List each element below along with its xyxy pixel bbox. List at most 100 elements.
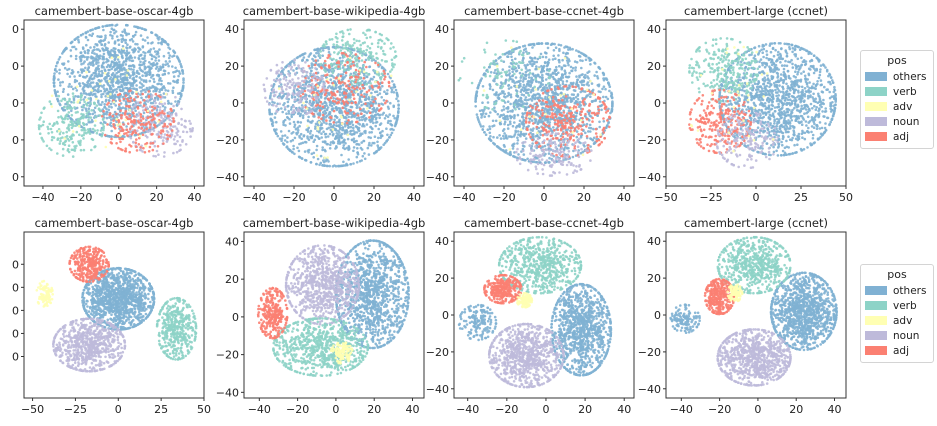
- point-verb: [68, 99, 71, 103]
- point-verb: [359, 81, 362, 84]
- point-verb: [366, 45, 370, 48]
- point-others: [114, 30, 118, 33]
- point-adj: [123, 111, 127, 115]
- point-others: [296, 131, 300, 134]
- point-others: [282, 121, 285, 124]
- point-others: [104, 36, 107, 40]
- point-noun: [301, 66, 305, 70]
- point-others: [124, 59, 128, 63]
- point-verb: [365, 71, 368, 75]
- point-others: [371, 88, 375, 91]
- point-verb: [37, 126, 41, 129]
- point-others: [353, 140, 357, 143]
- point-others: [310, 152, 314, 156]
- point-others: [546, 117, 550, 120]
- point-others: [321, 140, 325, 144]
- point-noun: [301, 75, 304, 78]
- point-others: [372, 108, 376, 112]
- point-verb: [362, 31, 365, 35]
- point-others: [113, 95, 116, 98]
- point-others: [305, 128, 308, 131]
- point-verb: [81, 121, 85, 125]
- point-others: [105, 60, 108, 64]
- point-verb: [88, 132, 92, 135]
- point-noun: [265, 100, 269, 103]
- point-others: [173, 51, 177, 55]
- point-noun: [181, 139, 184, 142]
- point-adj: [158, 111, 162, 115]
- point-others: [92, 109, 95, 112]
- point-verb: [61, 121, 65, 124]
- point-others: [137, 57, 141, 61]
- point-noun: [303, 96, 307, 100]
- point-others: [507, 83, 511, 87]
- point-others: [72, 98, 76, 102]
- point-adj: [139, 101, 142, 104]
- point-others: [567, 109, 571, 113]
- point-others: [521, 80, 525, 83]
- point-adj: [170, 109, 173, 113]
- point-others: [307, 151, 310, 154]
- point-others: [506, 123, 510, 127]
- point-others: [88, 77, 91, 80]
- point-verb: [348, 74, 352, 77]
- point-verb: [381, 49, 385, 53]
- point-others: [286, 115, 289, 119]
- point-others: [296, 88, 299, 91]
- point-verb: [50, 138, 54, 142]
- point-others: [515, 124, 519, 128]
- point-others: [117, 38, 120, 42]
- point-adv: [107, 79, 111, 83]
- point-others: [385, 92, 388, 96]
- point-others: [334, 86, 337, 89]
- point-others: [158, 48, 161, 51]
- point-others: [285, 112, 288, 115]
- point-others: [134, 79, 138, 82]
- point-others: [167, 71, 170, 75]
- point-others: [293, 95, 297, 99]
- point-adj: [303, 89, 307, 93]
- point-others: [579, 59, 582, 62]
- point-others: [86, 51, 90, 55]
- point-others: [102, 92, 105, 96]
- point-adj: [318, 109, 322, 112]
- point-others: [392, 114, 395, 118]
- point-others: [344, 125, 347, 128]
- point-verb: [73, 121, 77, 124]
- point-others: [307, 148, 311, 152]
- point-others: [299, 114, 302, 117]
- point-others: [367, 81, 370, 84]
- point-others: [96, 54, 100, 58]
- point-noun: [164, 115, 167, 118]
- point-others: [369, 125, 372, 129]
- point-verb: [67, 139, 71, 142]
- point-verb: [332, 63, 336, 66]
- point-verb: [102, 125, 105, 128]
- point-adj: [120, 127, 124, 130]
- point-others: [363, 114, 366, 117]
- point-others: [359, 146, 363, 150]
- point-adj: [152, 118, 155, 121]
- point-adj: [125, 105, 128, 108]
- point-others: [111, 37, 114, 40]
- point-others: [480, 116, 483, 119]
- point-verb: [318, 54, 322, 57]
- point-noun: [175, 150, 179, 154]
- point-others: [293, 123, 297, 126]
- point-others: [328, 68, 332, 71]
- point-others: [552, 126, 555, 129]
- point-others: [322, 159, 325, 162]
- point-adj: [345, 84, 348, 88]
- point-noun: [172, 125, 175, 128]
- point-verb: [80, 112, 83, 116]
- point-others: [335, 145, 338, 148]
- point-others: [332, 45, 336, 49]
- point-noun: [161, 139, 165, 142]
- point-adv: [98, 82, 102, 85]
- point-others: [344, 74, 348, 77]
- point-others: [105, 107, 108, 110]
- point-adj: [330, 116, 333, 120]
- point-verb: [336, 52, 340, 56]
- point-others: [113, 57, 117, 61]
